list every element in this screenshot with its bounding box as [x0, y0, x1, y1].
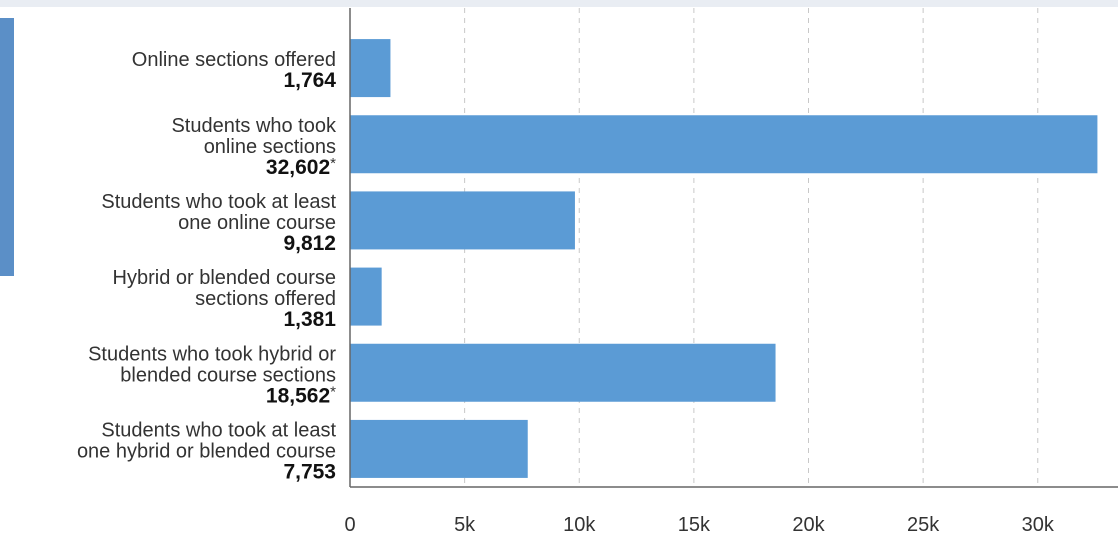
- bar-3: [350, 191, 575, 250]
- x-tick-label-10k: 10k: [563, 514, 596, 536]
- x-tick-label-30k: 30k: [1022, 514, 1055, 536]
- category-label-1-line-1: Online sections offered: [132, 49, 336, 71]
- category-label-6-line-2: one hybrid or blended course: [77, 440, 336, 462]
- top-rule: [0, 0, 1118, 7]
- x-tick-labels: 0 5k 10k 15k 20k 25k 30k: [344, 514, 1054, 536]
- category-value-3: 9,812: [283, 232, 336, 255]
- x-tick-label-25k: 25k: [907, 514, 940, 536]
- x-tick-label-15k: 15k: [678, 514, 711, 536]
- bars: [350, 39, 1098, 478]
- bar-1: [350, 39, 391, 98]
- category-value-1: 1,764: [283, 69, 336, 92]
- category-value-5: 18,562*: [266, 383, 336, 407]
- bar-2: [350, 115, 1098, 174]
- x-tick-label-0: 0: [344, 514, 355, 536]
- category-label-2-line-1: Students who took: [171, 115, 337, 137]
- category-label-5-line-2: blended course sections: [120, 364, 336, 386]
- category-label-5-line-1: Students who took hybrid or: [88, 343, 336, 365]
- side-accent-bar: [0, 18, 14, 276]
- category-label-3-line-2: one online course: [178, 212, 336, 234]
- category-label-2-line-2: online sections: [204, 136, 336, 158]
- axes: [349, 8, 1118, 488]
- x-tick-label-20k: 20k: [792, 514, 825, 536]
- category-label-4-line-2: sections offered: [195, 288, 336, 310]
- category-note-5: *: [330, 383, 336, 400]
- category-value-2: 32,602*: [266, 155, 336, 179]
- category-label-4-line-1: Hybrid or blended course: [113, 267, 336, 289]
- bar-5: [350, 343, 776, 402]
- category-value-6: 7,753: [283, 460, 336, 483]
- category-value-4: 1,381: [283, 308, 336, 331]
- category-note-2: *: [330, 155, 336, 172]
- category-label-6-line-1: Students who took at least: [101, 419, 336, 441]
- bar-4: [350, 267, 382, 326]
- category-label-3-line-1: Students who took at least: [101, 191, 336, 213]
- x-tick-label-5k: 5k: [454, 514, 476, 536]
- bar-6: [350, 419, 528, 478]
